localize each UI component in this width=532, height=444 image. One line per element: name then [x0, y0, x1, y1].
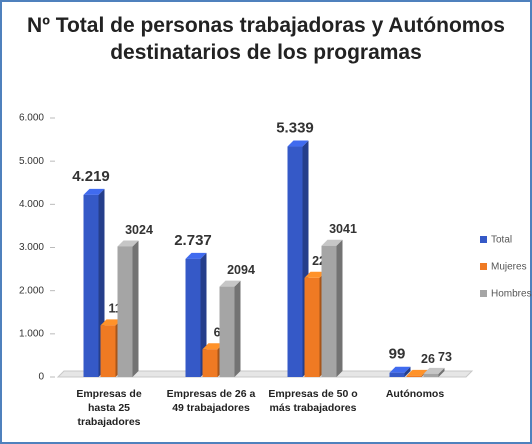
y-tick-label: 2.000 — [19, 285, 44, 296]
bar-front — [287, 146, 303, 377]
data-label: 4.219 — [72, 168, 110, 185]
legend-label: Mujeres — [491, 262, 527, 273]
y-tick-label: 6.000 — [19, 113, 44, 124]
bar-top — [100, 319, 122, 326]
bar-top — [304, 271, 326, 278]
bar-side — [336, 239, 343, 377]
bar-front — [389, 372, 405, 377]
legend-label: Hombres — [491, 289, 532, 300]
bar — [117, 240, 139, 377]
legend-swatch — [480, 263, 487, 270]
bar-front — [321, 245, 337, 377]
bar-front — [219, 286, 235, 377]
bar-front — [423, 373, 439, 377]
bar-top — [185, 252, 207, 259]
bar-top — [202, 343, 224, 350]
bar-side — [404, 366, 411, 377]
data-label: 26 — [421, 352, 435, 366]
legend-label: Total — [491, 235, 512, 246]
bar-top — [83, 188, 105, 195]
data-label: 2.737 — [174, 232, 212, 249]
bar — [423, 367, 445, 377]
data-label: 3024 — [125, 223, 153, 237]
bar-front — [406, 375, 422, 377]
bar-front — [117, 246, 133, 377]
data-label: 5.339 — [276, 120, 314, 137]
x-tick-label: Autónomos — [385, 388, 445, 400]
x-tick-label: Empresas de hasta 25 trabajadores — [76, 388, 142, 428]
data-label: 73 — [438, 350, 452, 364]
bar-front — [185, 258, 201, 377]
bar — [389, 366, 411, 377]
y-tick-label: 1.000 — [19, 328, 44, 339]
legend-swatch — [480, 290, 487, 297]
y-tick-label: 0 — [38, 372, 44, 383]
x-tick-label: Empresas de 50 o más trabajadores — [268, 388, 358, 414]
y-tick-label: 3.000 — [19, 242, 44, 253]
bar-top — [321, 239, 343, 246]
bar-front — [100, 325, 116, 377]
x-tick-label: Empresas de 26 a 49 trabajadores — [166, 388, 256, 414]
bar-side — [132, 240, 139, 377]
bar — [185, 252, 207, 377]
y-tick-label: 5.000 — [19, 156, 44, 167]
y-tick-label: 4.000 — [19, 199, 44, 210]
bar-top — [219, 280, 241, 287]
bar-top — [287, 140, 309, 147]
data-label: 99 — [389, 346, 406, 363]
bar-top — [389, 366, 411, 373]
bar — [321, 239, 343, 377]
bar-front — [202, 349, 218, 377]
bar-top — [406, 369, 428, 376]
bar-top — [117, 240, 139, 247]
data-label: 2094 — [227, 263, 255, 277]
bar-side — [234, 280, 241, 377]
bar — [219, 280, 241, 377]
chart-title: Nº Total de personas trabajadoras y Autó… — [27, 14, 505, 64]
bar-side — [200, 252, 207, 377]
bar-side — [438, 367, 445, 377]
legend-swatch — [480, 236, 487, 243]
bar-front — [83, 194, 99, 377]
bar-front — [304, 277, 320, 377]
data-label: 3041 — [329, 222, 357, 236]
bar-top — [423, 367, 445, 374]
